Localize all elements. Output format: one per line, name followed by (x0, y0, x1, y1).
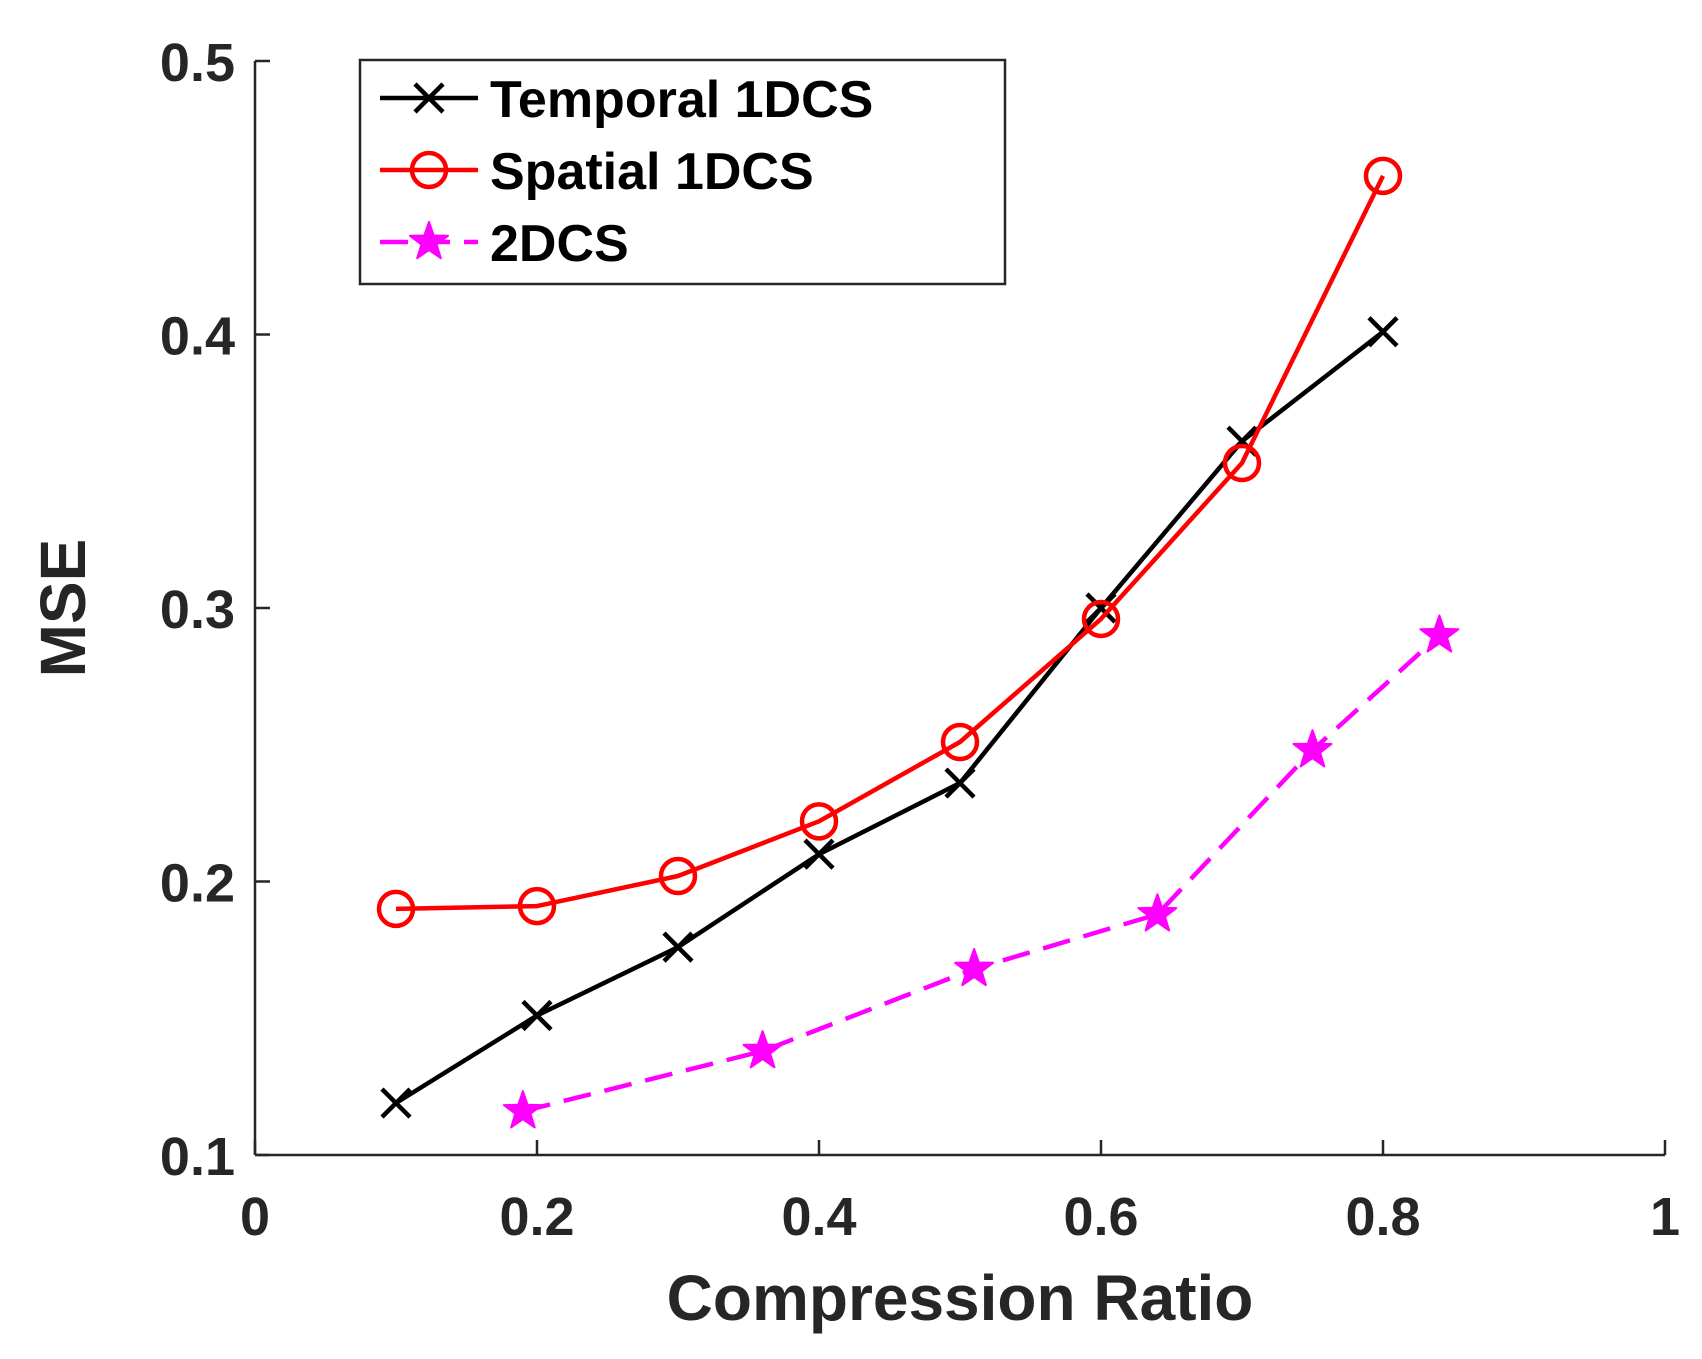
x-axis-label: Compression Ratio (667, 1262, 1254, 1334)
y-axis-label: MSE (27, 539, 99, 678)
legend-marker-temporal-1dcs (413, 82, 445, 114)
data-point-temporal-1dcs (662, 931, 694, 963)
legend-marker-2dcs (409, 221, 449, 260)
x-tick-label: 0.6 (1063, 1187, 1138, 1247)
legend-entry-2dcs: 2DCS (380, 215, 629, 273)
x-tick-label: 0.4 (781, 1187, 856, 1247)
data-point-spatial-1dcs (940, 722, 980, 762)
legend-label-2dcs: 2DCS (490, 215, 629, 273)
series-line-spatial-1dcs (395, 174, 1386, 912)
data-point-spatial-1dcs (658, 856, 698, 896)
x-tick-label: 0.2 (499, 1187, 574, 1247)
data-point-spatial-1dcs (1222, 443, 1262, 483)
data-point-2dcs (1292, 729, 1333, 768)
x-tick-label: 1 (1650, 1187, 1680, 1247)
data-point-spatial-1dcs (376, 889, 416, 929)
data-point-2dcs (502, 1090, 543, 1129)
data-point-spatial-1dcs (1363, 156, 1403, 196)
legend-marker-spatial-1dcs (409, 150, 449, 190)
y-tick-label: 0.2 (160, 854, 235, 914)
series-spatial-1dcs (376, 156, 1403, 929)
data-point-2dcs (954, 948, 995, 987)
ticks: 0 0.2 0.4 0.6 0.8 1 0.1 0.2 0.3 0.4 0.5 (160, 33, 1680, 1247)
series-line-2dcs (522, 633, 1441, 1114)
series-layer (376, 156, 1460, 1129)
series-temporal-1dcs (380, 316, 1399, 1119)
series-line-temporal-1dcs (394, 330, 1385, 1105)
data-point-temporal-1dcs (1085, 592, 1117, 624)
data-point-temporal-1dcs (803, 838, 835, 870)
data-point-2dcs (742, 1030, 783, 1069)
data-point-2dcs (1137, 893, 1178, 932)
legend-entry-temporal-1dcs: Temporal 1DCS (380, 71, 873, 129)
data-point-temporal-1dcs (1367, 316, 1399, 348)
legend-entry-spatial-1dcs: Spatial 1DCS (380, 143, 814, 201)
y-tick-label: 0.5 (160, 33, 235, 93)
y-tick-label: 0.4 (160, 307, 235, 367)
data-point-temporal-1dcs (521, 999, 553, 1032)
x-tick-label: 0.8 (1345, 1187, 1420, 1247)
x-tick-label: 0 (240, 1187, 270, 1247)
data-point-spatial-1dcs (799, 802, 839, 841)
y-tick-label: 0.1 (160, 1127, 235, 1187)
data-point-spatial-1dcs (517, 886, 557, 926)
legend-label-temporal-1dcs: Temporal 1DCS (490, 71, 873, 129)
data-point-spatial-1dcs (1081, 599, 1121, 639)
data-point-temporal-1dcs (380, 1087, 412, 1119)
series-2dcs (502, 614, 1460, 1129)
data-point-2dcs (1419, 614, 1460, 653)
y-tick-label: 0.3 (160, 580, 235, 640)
legend-label-spatial-1dcs: Spatial 1DCS (490, 143, 814, 201)
legend: Temporal 1DCS Spatial 1DCS 2DCS (358, 58, 1007, 286)
data-point-temporal-1dcs (944, 767, 976, 799)
